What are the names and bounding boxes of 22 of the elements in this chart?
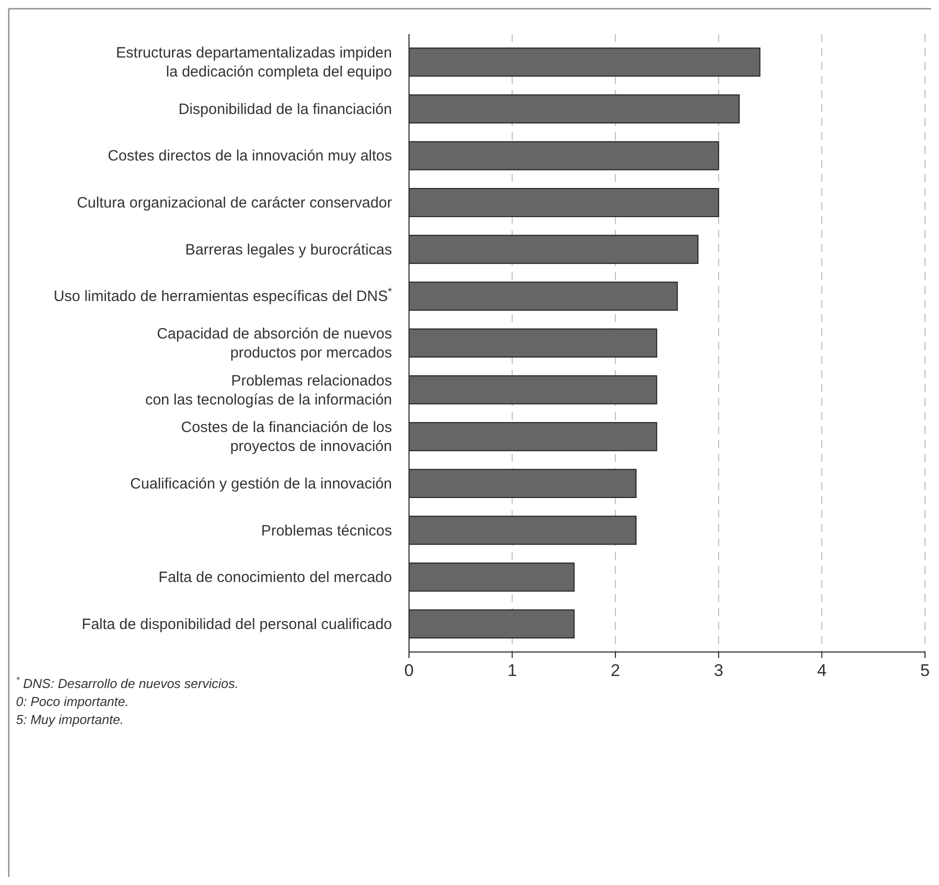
y-tick-label: Capacidad de absorción de nuevos productos por mercados bbox=[156, 326, 392, 362]
x-tick-label: 3 bbox=[714, 661, 724, 680]
x-tick-label: 2 bbox=[610, 661, 620, 680]
y-tick-label: Costes de la financiación de los proyectos de innovación bbox=[181, 419, 392, 456]
y-tick-label: Falta de conocimiento del mercado bbox=[158, 569, 392, 586]
y-tick-label: Estructuras departamentalizadas impiden la dedicación completa del equipo bbox=[116, 44, 392, 81]
y-tick-label: Cultura organizacional de carácter conservador bbox=[76, 194, 392, 212]
y-tick-label: Problemas técnicos bbox=[261, 522, 392, 540]
x-tick-label: 0 bbox=[404, 661, 414, 680]
text: 0: Poco importante. bbox=[16, 694, 129, 709]
y-tick-label: Uso limitado de herramientas específicas del DNS$^{*}$ bbox=[54, 286, 392, 306]
x-tick-label: 1 bbox=[507, 661, 517, 680]
x-tick-label: 5 bbox=[920, 661, 930, 680]
y-tick-label: Problemas relacionados con las tecnologías de la información bbox=[145, 372, 392, 408]
y-tick-label: Barreras legales y burocráticas bbox=[185, 241, 392, 258]
text: $^{*}$ DNS: Desarrollo de nuevos servicios. bbox=[16, 675, 238, 691]
y-tick-label: Falta de disponibilidad del personal cualificado bbox=[82, 616, 392, 633]
y-tick-label: Costes directos de la innovación muy altos bbox=[108, 148, 392, 165]
y-tick-label: Cualificación y gestión de la innovación bbox=[130, 475, 392, 492]
text: 5: Muy importante. bbox=[16, 712, 124, 727]
y-tick-label: Disponibilidad de la financiación bbox=[178, 100, 392, 118]
x-tick-label: 4 bbox=[817, 661, 827, 680]
